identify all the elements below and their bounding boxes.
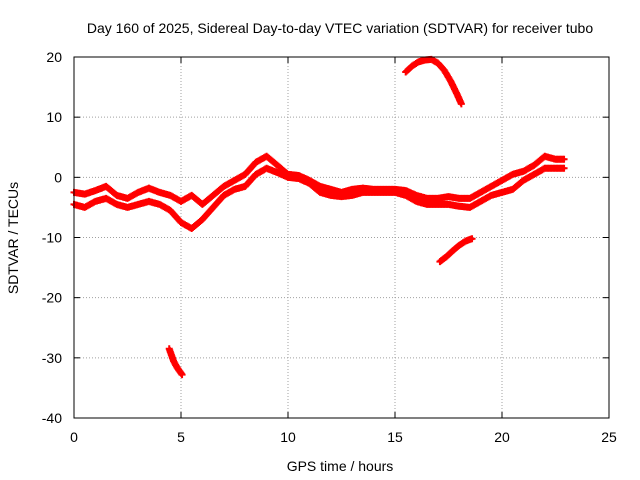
y-axis-label: SDTVAR / TECUs <box>5 182 21 294</box>
data-series <box>70 55 568 379</box>
data-point <box>468 235 476 243</box>
x-tick-label: 20 <box>494 429 510 445</box>
data-point <box>560 164 568 172</box>
series-arc-top <box>402 55 465 108</box>
x-tick-label: 10 <box>280 429 296 445</box>
axis-ticks: 0 5 10 15 20 25 -40 -30 -20 -10 0 10 20 <box>42 49 617 445</box>
data-point <box>560 155 568 163</box>
x-axis-label: GPS time / hours <box>287 458 394 474</box>
series-arc-mid <box>436 235 476 266</box>
x-tick-label: 15 <box>387 429 403 445</box>
y-tick-label: -40 <box>42 410 62 426</box>
series-arc-low <box>165 345 186 379</box>
y-tick-label: 20 <box>46 49 62 65</box>
series-main-band-lower <box>70 164 568 232</box>
data-point <box>178 371 186 379</box>
x-tick-label: 5 <box>177 429 185 445</box>
y-tick-label: -10 <box>42 230 62 246</box>
y-tick-label: -30 <box>42 350 62 366</box>
series-main-band-upper <box>70 152 568 208</box>
y-tick-label: -20 <box>42 290 62 306</box>
data-point <box>457 100 465 108</box>
chart-title: Day 160 of 2025, Sidereal Day-to-day VTE… <box>87 20 594 36</box>
x-tick-label: 25 <box>601 429 617 445</box>
x-tick-label: 0 <box>70 429 78 445</box>
plot-frame <box>73 56 610 419</box>
y-tick-label: 10 <box>46 109 62 125</box>
grid-lines <box>74 57 609 418</box>
y-tick-label: 0 <box>54 169 62 185</box>
